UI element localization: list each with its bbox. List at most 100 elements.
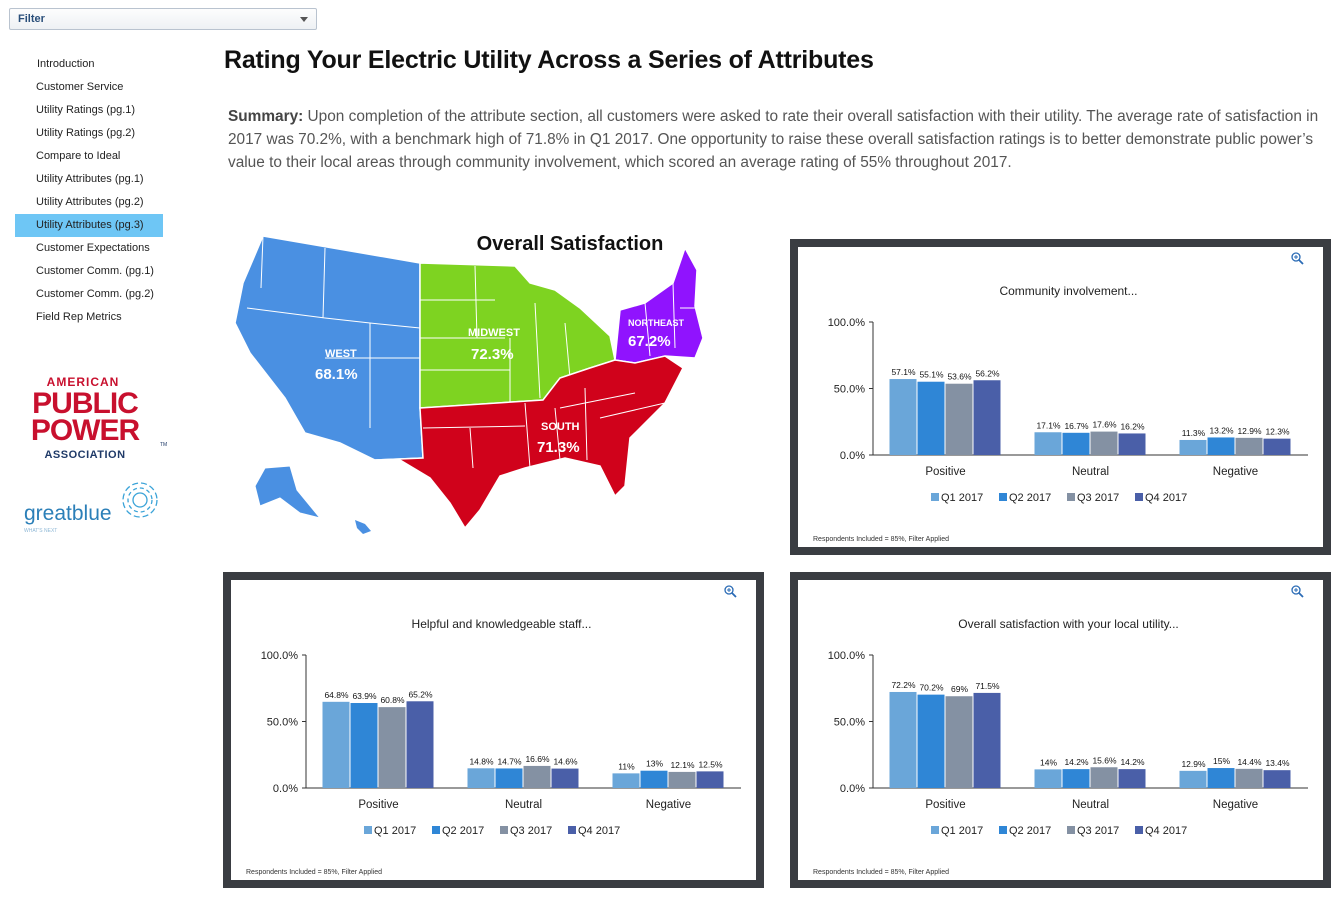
legend-label: Q4 2017 <box>1145 825 1187 837</box>
bar[interactable] <box>1034 769 1062 788</box>
legend-label: Q4 2017 <box>1145 492 1187 504</box>
map-region-hawaii <box>355 520 371 534</box>
filter-dropdown[interactable]: Filter <box>9 8 317 30</box>
x-tick-label: Neutral <box>505 799 542 811</box>
bar[interactable] <box>322 701 350 788</box>
chart-panel-community-involvement: Community involvement... 100.0% 50.0% 0.0% 5… <box>790 239 1331 555</box>
bar[interactable] <box>378 707 406 788</box>
legend-item[interactable]: Q1 2017 <box>931 492 983 504</box>
x-tick-label: Neutral <box>1072 799 1109 811</box>
sidebar-item-customer-comm-2[interactable]: Customer Comm. (pg.2) <box>36 288 154 300</box>
bar-value-label: 60.8% <box>380 695 405 705</box>
bar[interactable] <box>1235 437 1263 455</box>
chart-title: Helpful and knowledgeable staff... <box>412 617 592 631</box>
sidebar-item-utility-attributes-1[interactable]: Utility Attributes (pg.1) <box>36 173 144 185</box>
legend-item[interactable]: Q2 2017 <box>432 825 484 837</box>
legend-label: Q2 2017 <box>1009 492 1051 504</box>
sidebar-item-utility-attributes-2[interactable]: Utility Attributes (pg.2) <box>36 196 144 208</box>
bar[interactable] <box>1263 438 1291 455</box>
legend-item[interactable]: Q2 2017 <box>999 825 1051 837</box>
bar[interactable] <box>406 701 434 788</box>
bar[interactable] <box>917 381 945 455</box>
bar-value-label: 71.5% <box>975 681 1000 691</box>
bar[interactable] <box>1179 439 1207 455</box>
bar-value-label: 16.7% <box>1064 421 1089 431</box>
bar[interactable] <box>945 383 973 455</box>
bar[interactable] <box>973 692 1001 788</box>
bar[interactable] <box>696 771 724 788</box>
sidebar-item-customer-service[interactable]: Customer Service <box>36 81 124 93</box>
bar[interactable] <box>467 768 495 788</box>
sidebar-nav: Introduction Customer Service Utility Ra… <box>15 53 165 329</box>
greatblue-logo-name: greatblue <box>24 502 112 525</box>
legend-label: Q3 2017 <box>1077 825 1119 837</box>
bar[interactable] <box>917 694 945 788</box>
sidebar-item-customer-expectations[interactable]: Customer Expectations <box>36 242 150 254</box>
bar-value-label: 13.4% <box>1265 758 1290 768</box>
appa-logo: AMERICAN PUBLIC POWER TM ASSOCIATION <box>31 375 167 461</box>
bar-value-label: 14.7% <box>497 756 522 766</box>
sidebar-item-customer-comm-1[interactable]: Customer Comm. (pg.1) <box>36 265 154 277</box>
chart-panel-overall-satisfaction: Overall satisfaction with your local uti… <box>790 572 1331 888</box>
bar[interactable] <box>612 773 640 788</box>
bar-value-label: 12.5% <box>698 759 723 769</box>
bar[interactable] <box>1179 770 1207 788</box>
sidebar-item-compare-to-ideal[interactable]: Compare to Ideal <box>36 150 121 162</box>
legend-item[interactable]: Q4 2017 <box>1135 492 1187 504</box>
y-tick-label: 100.0% <box>828 317 866 329</box>
bar[interactable] <box>973 380 1001 455</box>
bar[interactable] <box>495 768 523 788</box>
bar[interactable] <box>1235 768 1263 788</box>
zoom-icon[interactable] <box>1291 585 1304 598</box>
bar[interactable] <box>1207 437 1235 455</box>
bar[interactable] <box>1034 432 1062 455</box>
bar[interactable] <box>551 768 579 788</box>
bar[interactable] <box>889 691 917 788</box>
bar[interactable] <box>350 703 378 788</box>
x-tick-label: Positive <box>925 799 965 811</box>
bar[interactable] <box>668 771 696 788</box>
legend-item[interactable]: Q3 2017 <box>1067 825 1119 837</box>
sidebar-item-utility-ratings-1[interactable]: Utility Ratings (pg.1) <box>36 104 136 116</box>
legend-item[interactable]: Q4 2017 <box>1135 825 1187 837</box>
y-tick-label: 0.0% <box>273 783 298 795</box>
bar[interactable] <box>945 696 973 788</box>
legend-label: Q1 2017 <box>941 492 983 504</box>
legend-item[interactable]: Q4 2017 <box>568 825 620 837</box>
zoom-icon[interactable] <box>724 585 737 598</box>
sidebar-item-field-rep-metrics[interactable]: Field Rep Metrics <box>36 311 122 323</box>
y-tick-label: 0.0% <box>840 450 865 462</box>
bar[interactable] <box>1062 769 1090 788</box>
chart-title: Community involvement... <box>999 284 1137 298</box>
bar[interactable] <box>1062 432 1090 455</box>
bar-value-label: 14% <box>1040 757 1057 767</box>
legend-item[interactable]: Q1 2017 <box>364 825 416 837</box>
x-tick-label: Negative <box>646 799 691 811</box>
sidebar-item-utility-ratings-2[interactable]: Utility Ratings (pg.2) <box>36 127 136 139</box>
bar[interactable] <box>1207 768 1235 788</box>
bar-value-label: 12.1% <box>670 760 695 770</box>
bar[interactable] <box>1118 769 1146 788</box>
bar[interactable] <box>640 770 668 788</box>
bar[interactable] <box>1263 770 1291 788</box>
sidebar-item-utility-attributes-3[interactable]: Utility Attributes (pg.3) <box>15 214 163 237</box>
legend-item[interactable]: Q1 2017 <box>931 825 983 837</box>
bar[interactable] <box>1118 433 1146 455</box>
bar[interactable] <box>1090 431 1118 455</box>
zoom-icon[interactable] <box>1291 252 1304 265</box>
legend-item[interactable]: Q3 2017 <box>500 825 552 837</box>
sidebar-item-introduction[interactable]: Introduction <box>37 58 95 70</box>
legend-item[interactable]: Q2 2017 <box>999 492 1051 504</box>
y-tick-label: 50.0% <box>834 384 865 396</box>
legend-item[interactable]: Q3 2017 <box>1067 492 1119 504</box>
legend-label: Q1 2017 <box>374 825 416 837</box>
map-label-south-name: SOUTH <box>541 421 580 433</box>
bar-value-label: 11% <box>618 761 635 771</box>
bar[interactable] <box>1090 767 1118 788</box>
bar[interactable] <box>889 379 917 455</box>
map-label-west-value: 68.1% <box>315 366 358 383</box>
bar[interactable] <box>523 765 551 788</box>
bar-value-label: 69% <box>951 684 968 694</box>
summary-text: Summary: Upon completion of the attribut… <box>228 105 1328 174</box>
bar-value-label: 56.2% <box>975 368 1000 378</box>
